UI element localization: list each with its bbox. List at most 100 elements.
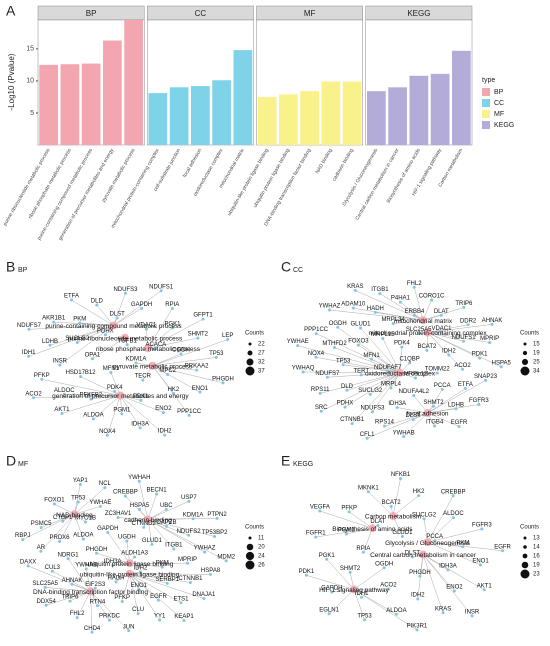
edge (343, 364, 401, 373)
gene-node (422, 517, 426, 521)
gene-node (389, 504, 393, 508)
gene-label: HK2 (168, 387, 180, 393)
edge (427, 324, 493, 333)
gene-label: YWHAZ (194, 546, 216, 552)
panel-label: A (6, 3, 16, 19)
gene-label: C1QBP (399, 357, 419, 363)
gene-node (188, 580, 192, 584)
x-tick-label: NAD binding (315, 147, 334, 175)
gene-node (376, 523, 380, 527)
x-tick-label: DNA-binding transcription factor binding (263, 147, 312, 227)
gene-label: NDUFS7 (315, 371, 340, 377)
bar (430, 73, 450, 145)
edge (71, 299, 114, 326)
gene-label: NDUFAF7 (374, 365, 402, 371)
x-tick-label: ubiquitin-like protein ligase binding (227, 147, 271, 216)
gene-node (187, 499, 191, 503)
edge (422, 554, 455, 592)
term-node (121, 333, 129, 342)
gene-node (120, 412, 124, 416)
gene-label: DNAJA1 (192, 592, 216, 598)
edge (400, 301, 424, 321)
edge (147, 493, 157, 520)
gene-label: VDAC1 (136, 323, 157, 329)
gene-node (296, 344, 300, 348)
edge (316, 333, 401, 373)
gene-node (39, 549, 43, 553)
edge (92, 337, 126, 359)
gene-label: PPP1CC (177, 409, 202, 415)
gene-label: MRPL12 (404, 372, 428, 378)
edge (393, 320, 424, 324)
edge (59, 514, 75, 542)
gene-label: RPS14 (375, 420, 395, 426)
edge (427, 332, 502, 368)
edge (328, 589, 355, 614)
y-tick-label: 15 (26, 46, 34, 53)
gene-label: SRC (315, 405, 328, 411)
gene-label: NCL (99, 481, 112, 487)
bar (300, 91, 319, 145)
size-legend-label: 15 (533, 342, 540, 348)
x-tick-label: ribose phosphate metabolic process (28, 147, 73, 220)
edge (147, 501, 189, 520)
gene-node (470, 614, 474, 618)
gene-node (356, 343, 360, 347)
gene-node (76, 500, 80, 504)
gene-node (32, 396, 36, 400)
gene-node (187, 413, 191, 417)
y-axis-label: -Log10 (Pvalue) (7, 53, 16, 110)
gene-node (451, 494, 455, 498)
edge (147, 327, 173, 349)
edge (147, 518, 218, 520)
term-node (70, 510, 79, 519)
gene-node (314, 355, 318, 359)
gene-node (381, 337, 385, 341)
gene-label: DLST (405, 551, 421, 557)
edge (67, 558, 91, 592)
edge (74, 487, 106, 515)
edge (329, 309, 424, 321)
gene-node (179, 352, 183, 356)
edge (303, 371, 401, 373)
edge (392, 495, 419, 517)
gene-node (348, 570, 352, 574)
legend-label: BP (494, 89, 504, 96)
bar (124, 20, 143, 145)
gene-label: PHGDH (212, 376, 234, 382)
gene-node (439, 313, 443, 317)
gene-label: HK2 (413, 489, 425, 495)
size-legend-dot (246, 358, 254, 366)
edge (118, 517, 149, 520)
gene-label: FHL2 (70, 611, 85, 617)
edge (33, 395, 121, 399)
gene-label: ENO1 (472, 559, 489, 565)
gene-label: PHGDH (409, 570, 431, 576)
gene-node (137, 588, 141, 592)
gene-node (172, 547, 176, 551)
legend-swatch (482, 121, 490, 129)
gene-label: ETFA (64, 294, 79, 300)
gene-label: EIF2S3 (85, 582, 106, 588)
size-legend-dot (523, 342, 527, 346)
size-legend-dot (523, 545, 527, 549)
term-node (396, 368, 404, 377)
gene-node (27, 327, 31, 331)
gene-label: OPA1 (85, 352, 101, 358)
gene-label: DLAT (370, 519, 385, 525)
x-tick-label: focal adhesion (182, 147, 203, 178)
term-label: NAD binding (56, 512, 93, 519)
term-node (144, 515, 152, 524)
gene-node (394, 612, 398, 616)
gene-node (91, 417, 95, 421)
gene-node (70, 298, 74, 302)
gene-label: YWHAZ (319, 304, 341, 310)
gene-node (182, 618, 186, 622)
legend-title: type (482, 77, 495, 84)
edge (422, 554, 444, 613)
edge (52, 570, 91, 592)
gene-node (138, 426, 142, 430)
gene-label: MRPL34 (381, 317, 405, 323)
edge (74, 506, 101, 515)
gene-node (488, 341, 492, 345)
